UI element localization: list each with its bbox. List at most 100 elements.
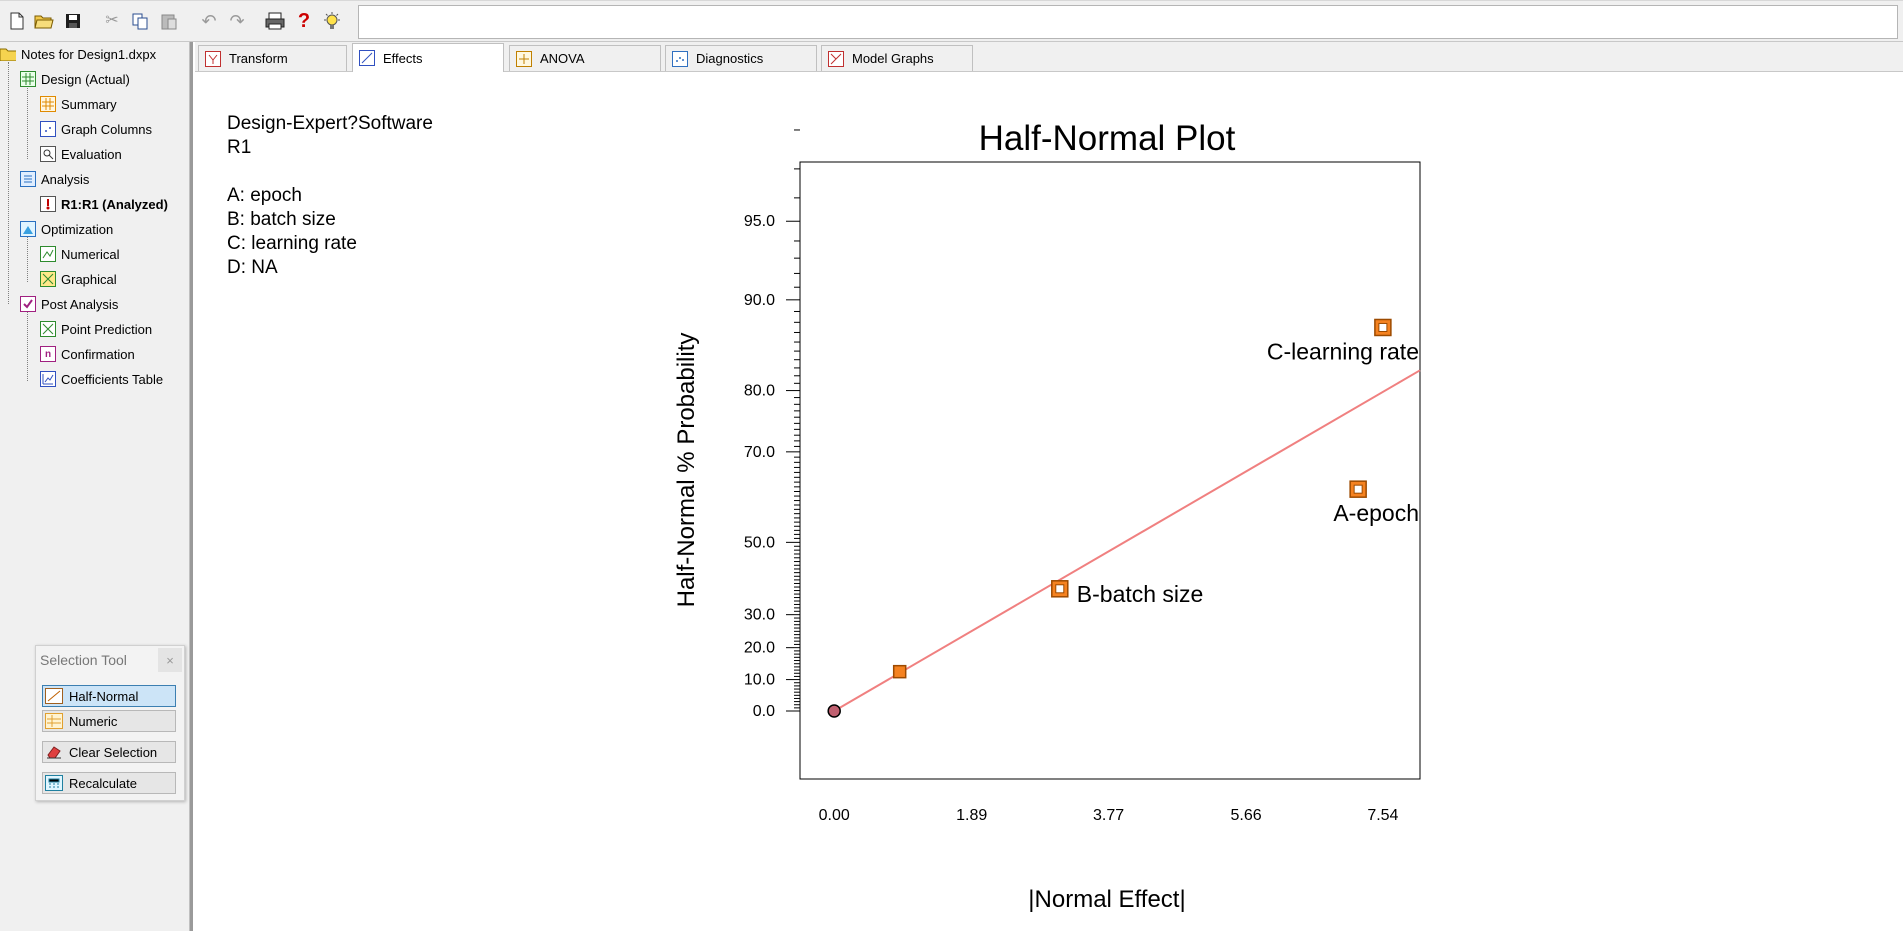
effects-icon	[359, 50, 375, 66]
clear-selection-button[interactable]: Clear Selection	[42, 741, 176, 763]
point-label: A-epoch	[1333, 500, 1419, 526]
tree-item-label: Analysis	[41, 171, 90, 187]
tree-item-graph-columns[interactable]: Graph Columns	[40, 119, 152, 139]
y-tick-label: 10.0	[744, 672, 775, 689]
y-tick-label: 30.0	[744, 607, 775, 624]
diagnostics-icon	[672, 50, 688, 67]
transform-icon	[205, 50, 221, 67]
tree-item-coefficients-table[interactable]: Coefficients Table	[40, 369, 163, 389]
new-file-icon[interactable]	[6, 10, 28, 32]
x-tick-label: 1.89	[956, 807, 987, 824]
tree-item-label: Design (Actual)	[41, 71, 130, 87]
tree-item-label: Graphical	[61, 271, 117, 287]
software-name: Design-Expert?Software	[227, 113, 433, 134]
x-axis: 0.00 1.89 3.77 5.66 7.54	[819, 807, 1399, 824]
tree-item-graphical[interactable]: Graphical	[40, 269, 117, 289]
open-folder-icon[interactable]	[33, 10, 55, 32]
toolbar: ✂ ↶ ↷ ?	[0, 0, 1903, 42]
tree-item-summary[interactable]: Summary	[40, 94, 117, 114]
graph-columns-icon	[40, 121, 56, 137]
tab-anova[interactable]: ANOVA	[509, 45, 661, 71]
tab-label: Transform	[229, 51, 288, 66]
tree-item-label: Summary	[61, 96, 117, 112]
calculator-icon	[45, 775, 63, 791]
selection-tool-panel: Selection Tool × Half-Normal Numeric Cle…	[35, 645, 185, 801]
x-tick-label: 7.54	[1367, 807, 1398, 824]
tree-item-label: Evaluation	[61, 146, 122, 162]
tab-bar: Transform Effects ANOVA Diagnostics Mode…	[195, 42, 1903, 72]
tab-label: Model Graphs	[852, 51, 934, 66]
tree-item-r1-analyzed[interactable]: R1:R1 (Analyzed)	[40, 194, 168, 214]
design-grid-icon	[20, 71, 36, 87]
tree-item-root[interactable]: Notes for Design1.dxpx	[0, 44, 156, 64]
factor-b: B: batch size	[227, 209, 336, 230]
tree-connector	[8, 62, 9, 304]
eraser-icon	[45, 744, 63, 760]
recalculate-button[interactable]: Recalculate	[42, 772, 176, 794]
tree-item-label: Post Analysis	[41, 296, 119, 312]
point-label: B-batch size	[1077, 581, 1204, 607]
tab-diagnostics[interactable]: Diagnostics	[665, 45, 817, 71]
effect-point-inner	[1055, 584, 1065, 594]
tree-connector	[27, 304, 28, 381]
tab-model-graphs[interactable]: Model Graphs	[821, 45, 973, 71]
response-name: R1	[227, 137, 252, 158]
tip-icon[interactable]	[321, 10, 343, 32]
numeric-label: Numeric	[69, 713, 118, 729]
numeric-icon	[45, 713, 63, 729]
y-tick-label: 70.0	[744, 444, 775, 461]
clear-selection-label: Clear Selection	[69, 744, 158, 760]
tree-item-optimization[interactable]: Optimization	[20, 219, 113, 239]
tab-transform[interactable]: Transform	[198, 45, 347, 71]
model-graphs-icon	[828, 50, 844, 67]
point-label: C-learning rate	[1267, 338, 1419, 364]
selection-tool-title: Selection Tool	[40, 652, 127, 668]
save-icon[interactable]	[62, 10, 84, 32]
help-icon[interactable]: ?	[297, 10, 311, 32]
tree-item-point-prediction[interactable]: Point Prediction	[40, 319, 152, 339]
tab-label: ANOVA	[540, 51, 585, 66]
confirmation-icon: n	[40, 346, 56, 362]
optimization-icon	[20, 221, 36, 237]
numeric-button[interactable]: Numeric	[42, 710, 176, 732]
x-axis-label: |Normal Effect|	[1028, 886, 1185, 913]
y-axis-label: Half-Normal % Probability	[673, 333, 700, 608]
tree-item-evaluation[interactable]: Evaluation	[40, 144, 122, 164]
chart-title: Half-Normal Plot	[979, 119, 1236, 158]
y-tick-label: 50.0	[744, 534, 775, 551]
tree-item-label: Coefficients Table	[61, 371, 164, 387]
tab-effects[interactable]: Effects	[352, 43, 504, 72]
folder-icon	[0, 46, 16, 62]
tree-item-post-analysis[interactable]: Post Analysis	[20, 294, 118, 314]
factor-a: A: epoch	[227, 185, 302, 206]
tree-item-confirmation[interactable]: n Confirmation	[40, 344, 135, 364]
tree-connector	[27, 82, 28, 159]
effect-point-inner	[1353, 484, 1363, 494]
copy-icon[interactable]	[129, 10, 151, 32]
error-point	[892, 664, 907, 679]
half-normal-icon	[45, 688, 63, 704]
post-analysis-icon	[20, 296, 36, 312]
design-notes: Design-Expert?Software R1 A: epoch B: ba…	[227, 112, 433, 280]
tree-item-analysis[interactable]: Analysis	[20, 169, 89, 189]
factor-c: C: learning rate	[227, 233, 357, 254]
paste-icon[interactable]	[158, 10, 180, 32]
tree-item-design[interactable]: Design (Actual)	[20, 69, 130, 89]
cut-icon[interactable]: ✂	[105, 12, 119, 29]
tree-item-label: Optimization	[41, 221, 114, 237]
effect-point-inner	[1378, 322, 1388, 332]
summary-table-icon	[40, 96, 56, 112]
toolbar-input-area[interactable]	[358, 5, 1898, 39]
tree-item-numerical[interactable]: Numerical	[40, 244, 120, 264]
tree-item-label: Point Prediction	[61, 321, 153, 337]
analysis-icon	[20, 171, 36, 187]
undo-icon[interactable]: ↶	[201, 11, 217, 31]
close-icon[interactable]: ×	[158, 648, 182, 672]
redo-icon[interactable]: ↷	[229, 11, 245, 31]
half-normal-button[interactable]: Half-Normal	[42, 685, 176, 707]
print-icon[interactable]	[264, 10, 286, 32]
recalculate-label: Recalculate	[69, 775, 137, 791]
origin-point	[827, 704, 841, 718]
plot-frame	[799, 161, 1421, 780]
